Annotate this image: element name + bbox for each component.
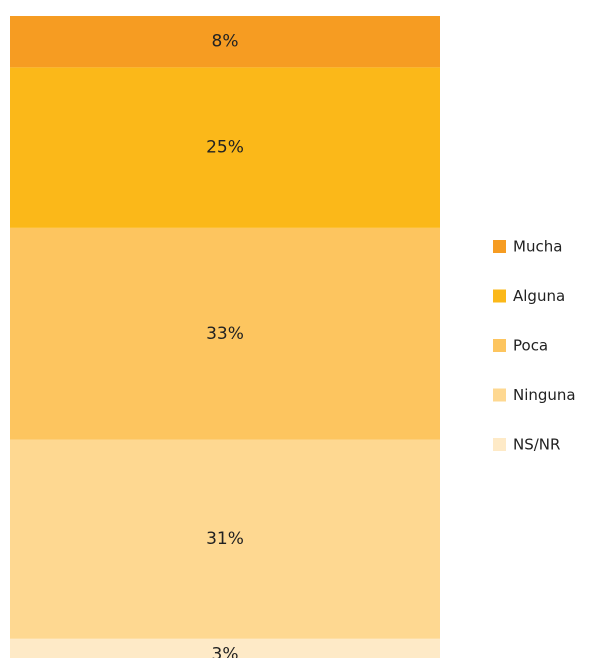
legend-label: Mucha [513, 238, 562, 256]
legend-swatch [493, 388, 506, 402]
legend-swatch [493, 339, 506, 352]
legend-swatch [493, 289, 506, 303]
legend-swatch [493, 240, 506, 253]
value-label: 33% [206, 324, 244, 344]
value-label: 25% [206, 138, 244, 158]
bar-segment [10, 67, 440, 228]
legend-swatch [493, 438, 506, 451]
bar-segment [10, 16, 440, 68]
value-label: 3% [212, 644, 239, 658]
bar-segment [10, 227, 440, 440]
bar-segment [10, 638, 440, 658]
bar-segment [10, 439, 440, 639]
legend-label: Ninguna [513, 386, 576, 404]
value-label: 8% [212, 32, 239, 52]
value-label: 31% [206, 529, 244, 549]
legend-label: Alguna [513, 287, 565, 305]
legend-label: NS/NR [513, 436, 560, 454]
legend-label: Poca [513, 337, 548, 355]
